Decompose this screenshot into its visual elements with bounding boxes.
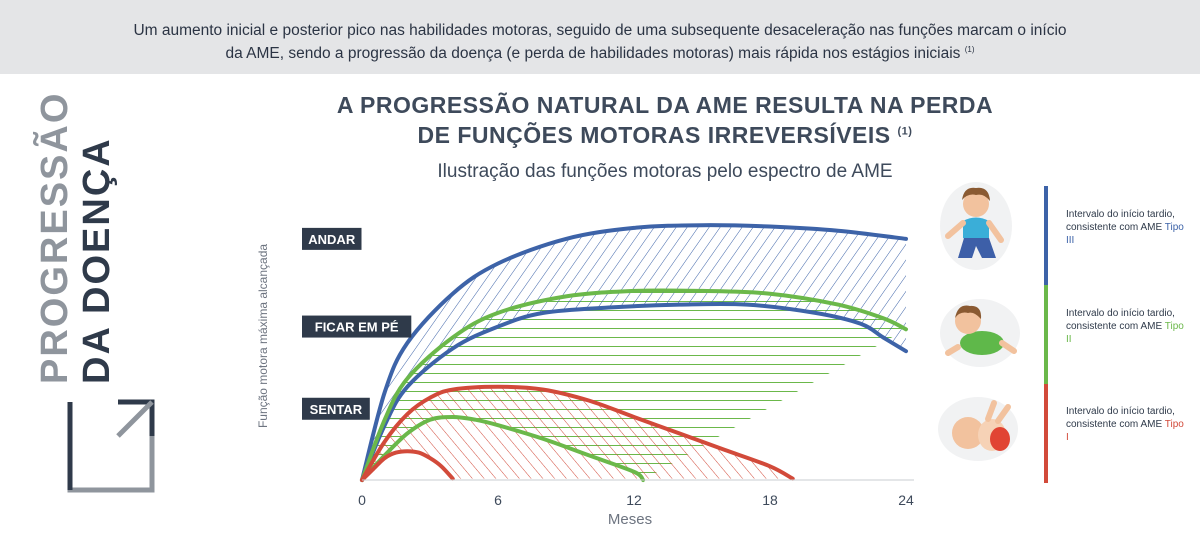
x-tick-label: 12 — [626, 492, 642, 508]
milestone-label-box — [302, 315, 412, 338]
chart-title-reference: (1) — [897, 125, 913, 138]
legend-tipo-iii-text: Intervalo do início tardio, consistente … — [1066, 209, 1175, 233]
top-banner: Um aumento inicial e posterior pico nas … — [0, 0, 1200, 74]
x-axis-label: Meses — [608, 511, 652, 528]
tipo-iii-lower-curve — [360, 301, 908, 482]
walking-child-illustration — [940, 182, 1012, 270]
legend-tipo-ii-type: Tipo II — [1066, 321, 1184, 345]
chart-title-line-2: DE FUNÇÕES MOTORAS IRREVERSÍVEIS (1) — [300, 122, 1030, 149]
milestone-label-text: ANDAR — [308, 232, 356, 247]
legend-tipo-ii-text: Intervalo do início tardio, consistente … — [1066, 308, 1175, 332]
tipo-iii-upper-curve — [360, 223, 908, 482]
x-tick-label: 18 — [762, 492, 778, 508]
legend-tipo-iii-type: Tipo III — [1066, 222, 1184, 246]
milestone-label-box — [302, 397, 370, 420]
y-axis-label: Função motora máxima alcançada — [256, 244, 270, 428]
x-tick-label: 24 — [898, 492, 914, 508]
milestone-andar: ANDAR — [302, 227, 362, 250]
legend-tipo-ii: Intervalo do início tardio, consistente … — [1066, 307, 1186, 346]
tipo-ii-upper-curve — [360, 288, 908, 482]
x-tick-label: 0 — [358, 492, 366, 508]
chart-subtitle: Ilustração das funções motoras pelo espe… — [437, 161, 893, 182]
legend-tipo-i: Intervalo do início tardio, consistente … — [1066, 405, 1186, 444]
tipo-ii-lower-curve — [360, 414, 646, 482]
banner-line-1: Um aumento inicial e posterior pico nas … — [133, 22, 1067, 39]
chart-title-line-1: A PROGRESSÃO NATURAL DA AME RESULTA NA P… — [336, 92, 994, 118]
expand-arrow-icon — [67, 399, 155, 493]
tipo-i-lower-curve — [360, 449, 455, 482]
milestone-label-box — [302, 227, 362, 250]
crawling-child-illustration — [940, 299, 1020, 367]
milestone-label-text: SENTAR — [310, 402, 363, 417]
banner-line-2-text: da AME, sendo a progressão da doença (e … — [225, 45, 961, 63]
legend-tipo-i-text: Intervalo do início tardio, consistente … — [1066, 406, 1175, 430]
banner-reference: (1) — [964, 45, 975, 54]
chart-title-line-2-text: DE FUNÇÕES MOTORAS IRREVERSÍVEIS — [417, 122, 891, 148]
tipo-iii-range-bar — [1044, 186, 1048, 285]
legend-tipo-iii: Intervalo do início tardio, consistente … — [1066, 208, 1186, 247]
milestone-label-text: FICAR EM PÉ — [315, 320, 399, 335]
tipo-i-upper-curve — [360, 384, 795, 482]
banner-line-2: da AME, sendo a progressão da doença (e … — [60, 45, 1140, 63]
milestone-sentar: SENTAR — [302, 397, 370, 420]
milestone-ficar-em-pé: FICAR EM PÉ — [302, 315, 412, 338]
tipo-ii-range-bar — [1044, 285, 1048, 384]
legend-tipo-i-type: Tipo I — [1066, 419, 1184, 443]
x-tick-label: 6 — [494, 492, 502, 508]
tipo-i-range-bar — [1044, 384, 1048, 483]
lying-infant-illustration — [938, 397, 1018, 461]
